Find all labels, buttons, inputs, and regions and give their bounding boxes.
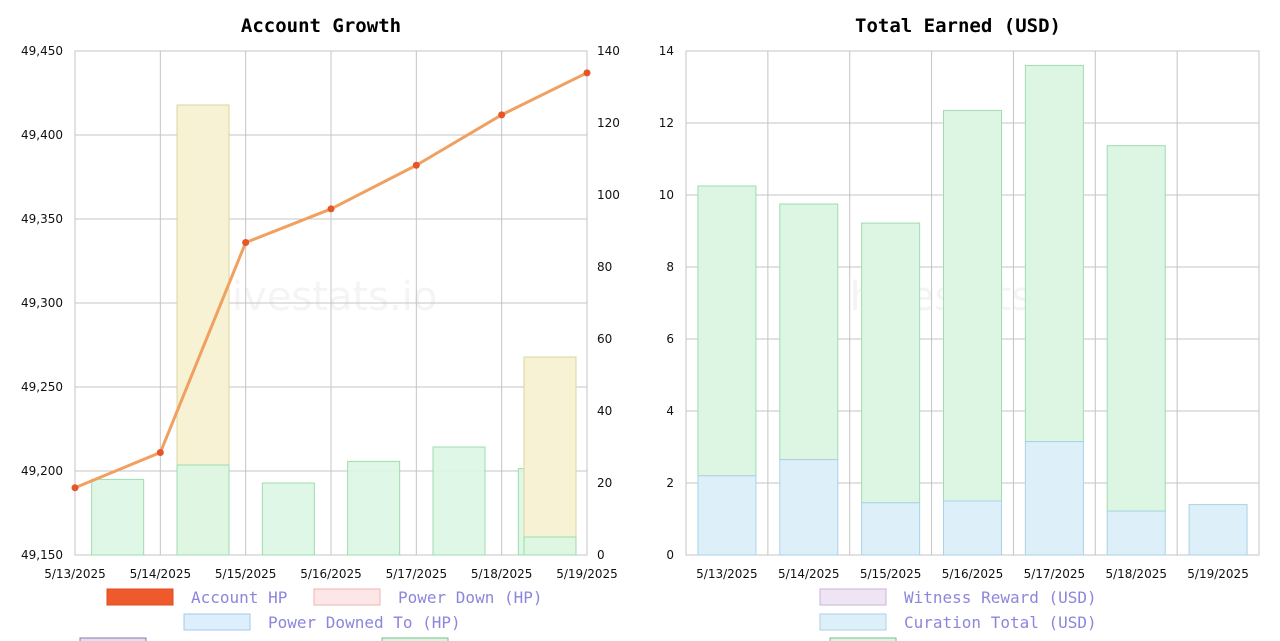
left-y-tick-label: 49,150 xyxy=(21,548,63,562)
left-grid xyxy=(74,50,588,556)
curation-bar-5-14-2025 xyxy=(779,459,839,556)
left-right-tick-label: 120 xyxy=(597,116,620,130)
right-x-axis: 5/13/2025 5/14/2025 5/15/2025 5/16/2025 5/17… xyxy=(696,567,1249,581)
account-hp-point-5-16-2025 xyxy=(327,205,335,213)
account-hp-point-5-13-2025 xyxy=(71,484,79,492)
right-bars xyxy=(697,64,1248,556)
right-x-tick-label: 5/16/2025 xyxy=(942,567,1004,581)
left-y-tick-label: 49,200 xyxy=(21,464,63,478)
legend-curation-total[interactable]: Curation Total (USD) xyxy=(819,613,1097,632)
left-right-tick-label: 80 xyxy=(597,260,612,274)
left-legend: Account HP Power Down (HP) Power Downed … xyxy=(79,588,543,641)
green-bar-5-17-2025 xyxy=(432,446,486,556)
legend-swatch-partial-purple xyxy=(79,637,147,641)
account-hp-point-5-18-2025 xyxy=(498,111,506,119)
green-bar-5-18-2025 xyxy=(1106,145,1166,512)
left-y-tick-label: 49,350 xyxy=(21,212,63,226)
right-x-tick-label: 5/13/2025 xyxy=(696,567,758,581)
right-x-tick-label: 5/19/2025 xyxy=(1187,567,1249,581)
legend-power-down[interactable]: Power Down (HP) xyxy=(313,588,543,607)
curation-bar-5-18-2025 xyxy=(1106,510,1166,556)
left-y-tick-label: 49,300 xyxy=(21,296,63,310)
left-y-axis: 49,450 49,400 49,350 49,300 49,250 49,200 49,1… xyxy=(21,44,63,562)
left-right-tick-label: 100 xyxy=(597,188,620,202)
total-earned-title: Total Earned (USD) xyxy=(855,15,1061,37)
legend-label-power-downed-to: Power Downed To (HP) xyxy=(268,613,461,632)
green-bar-5-13-2025 xyxy=(91,478,145,556)
green-bar-5-14-2025 xyxy=(176,464,230,556)
left-x-axis: 5/13/2025 5/14/2025 5/15/2025 5/16/2025 5/17… xyxy=(44,567,618,581)
green-bar-5-19-2025 xyxy=(523,536,577,556)
right-y-tick-label: 0 xyxy=(666,548,674,562)
legend-swatch-partial-green xyxy=(381,637,449,641)
left-right-tick-label: 60 xyxy=(597,332,612,346)
left-x-tick-label: 5/14/2025 xyxy=(130,567,192,581)
right-y-tick-label: 4 xyxy=(666,404,674,418)
right-y-tick-label: 6 xyxy=(666,332,674,346)
right-x-tick-label: 5/17/2025 xyxy=(1024,567,1086,581)
right-legend: Witness Reward (USD) Curation Total (USD… xyxy=(819,588,1097,641)
left-x-tick-label: 5/17/2025 xyxy=(386,567,448,581)
left-right-tick-label: 20 xyxy=(597,476,612,490)
legend-swatch-account-hp xyxy=(106,588,174,606)
right-x-tick-label: 5/18/2025 xyxy=(1105,567,1167,581)
curation-bar-5-16-2025 xyxy=(943,500,1002,556)
left-right-tick-label: 0 xyxy=(597,548,605,562)
right-y-tick-label: 12 xyxy=(659,116,674,130)
left-x-tick-label: 5/15/2025 xyxy=(215,567,277,581)
legend-witness-reward[interactable]: Witness Reward (USD) xyxy=(819,588,1097,607)
account-hp-point-5-17-2025 xyxy=(412,161,420,169)
green-bar-5-13-2025 xyxy=(697,185,757,477)
curation-bar-5-19-2025 xyxy=(1188,504,1248,556)
account-hp-point-5-14-2025 xyxy=(156,449,164,457)
legend-swatch-power-downed-to xyxy=(183,613,251,631)
right-x-tick-label: 5/15/2025 xyxy=(860,567,922,581)
left-right-tick-label: 40 xyxy=(597,404,612,418)
right-y-tick-label: 2 xyxy=(666,476,674,490)
account-hp-point-5-19-2025 xyxy=(583,69,591,77)
right-y-axis: 14 12 10 8 6 4 2 0 xyxy=(659,44,674,562)
left-x-tick-label: 5/18/2025 xyxy=(471,567,533,581)
legend-label-witness-reward: Witness Reward (USD) xyxy=(904,588,1097,607)
left-y-tick-label: 49,400 xyxy=(21,128,63,142)
legend-label-curation-total: Curation Total (USD) xyxy=(904,613,1097,632)
green-bar-5-17-2025 xyxy=(1024,64,1084,443)
power-down-bar-5-19-2025 xyxy=(523,356,577,556)
right-y-tick-label: 8 xyxy=(666,260,674,274)
legend-power-downed-to[interactable]: Power Downed To (HP) xyxy=(183,613,461,632)
legend-account-hp[interactable]: Account HP xyxy=(106,588,287,607)
left-y-axis-right: 140 120 100 80 60 40 20 0 xyxy=(597,44,620,562)
left-y-tick-label: 49,450 xyxy=(21,44,63,58)
green-bar-5-14-2025 xyxy=(779,203,839,461)
right-y-tick-label: 14 xyxy=(659,44,674,58)
green-bar-5-16-2025 xyxy=(943,109,1002,502)
account-hp-point-5-15-2025 xyxy=(242,239,250,247)
left-watermark: hivestats.io xyxy=(207,274,438,320)
left-x-tick-label: 5/13/2025 xyxy=(44,567,106,581)
left-right-tick-label: 140 xyxy=(597,44,620,58)
right-x-tick-label: 5/14/2025 xyxy=(778,567,840,581)
legend-swatch-curation-total xyxy=(819,613,887,631)
account-hp-line xyxy=(71,69,591,492)
left-x-tick-label: 5/19/2025 xyxy=(556,567,618,581)
legend-swatch-power-down xyxy=(313,588,381,606)
legend-label-power-down: Power Down (HP) xyxy=(398,588,543,607)
green-bar-5-15-2025 xyxy=(261,482,315,556)
curation-bar-5-13-2025 xyxy=(697,475,757,556)
left-y-tick-label: 49,250 xyxy=(21,380,63,394)
total-earned-chart: hivestats.io Total Earned (USD) 14121086… xyxy=(659,15,1260,641)
curation-bar-5-17-2025 xyxy=(1024,441,1084,556)
green-bar-5-15-2025 xyxy=(861,222,921,504)
left-x-tick-label: 5/16/2025 xyxy=(300,567,362,581)
left-bars xyxy=(91,104,577,556)
right-y-tick-label: 10 xyxy=(659,188,674,202)
curation-bar-5-15-2025 xyxy=(861,502,921,556)
green-bar-5-16-2025 xyxy=(347,460,401,556)
legend-label-account-hp: Account HP xyxy=(191,588,287,607)
legend-swatch-partial-green-right xyxy=(829,637,897,641)
account-growth-chart: hivestats.io Account Growth 49,450 49,400… xyxy=(21,15,620,641)
legend-swatch-witness-reward xyxy=(819,588,887,606)
account-growth-title: Account Growth xyxy=(241,15,401,37)
